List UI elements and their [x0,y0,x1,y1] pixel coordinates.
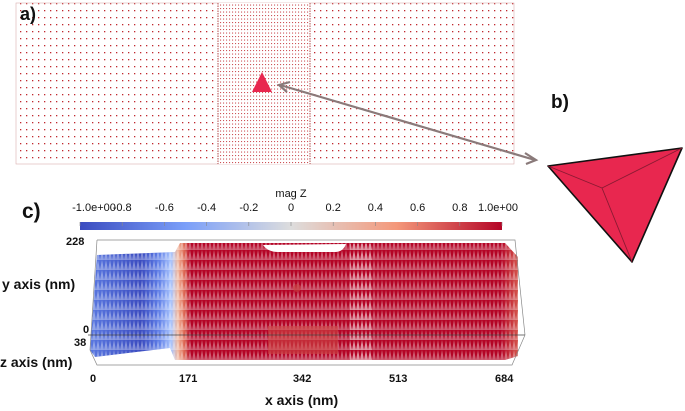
z-tick: 38 [74,337,87,349]
tetrahedron-particle [252,72,272,92]
double-arrow [276,80,539,166]
tetrahedron-shape [547,147,683,263]
x-tick-0: 0 [90,373,97,385]
colorbar-tick-label: -1.0e+00 [72,202,116,214]
x-tick-1: 171 [179,373,198,385]
colorbar-tick-label: -0.8 [112,202,132,214]
x-tick-4: 684 [495,373,514,385]
colorbar-tick-label: -0.6 [154,202,174,214]
panel-c-label: c) [22,200,41,223]
x-tick-2: 342 [293,373,312,385]
colorbar-tick-label: -0.2 [239,202,259,214]
x-tick-3: 513 [389,373,408,385]
colorbar-tick-label: 0.4 [367,202,384,214]
panel-a-label: a) [20,4,37,24]
y-tick-max: 228 [66,236,85,248]
colorbar-title: mag Z [275,188,307,200]
colorbar-tick-label: 1.0e+00 [477,202,519,214]
colorbar-tick-label: 0.2 [325,202,341,214]
colorbar-tick-label: 0.6 [409,202,426,214]
panel-a-lattice [15,2,515,165]
colorbar-tick-label: 0 [287,202,295,214]
panel-b-label: b) [551,92,569,113]
colorbar-tick-label: -0.4 [197,202,217,214]
x-axis-label: x axis (nm) [265,392,339,408]
magnetization-render [90,243,518,360]
y-tick-min: 0 [83,324,90,336]
colorbar-ticks [79,222,503,226]
colorbar-tick-label: 0.8 [452,202,468,214]
z-axis-label: z axis (nm) [0,354,73,370]
bounding-box [88,239,526,366]
y-axis-label: y axis (nm) [2,276,76,292]
